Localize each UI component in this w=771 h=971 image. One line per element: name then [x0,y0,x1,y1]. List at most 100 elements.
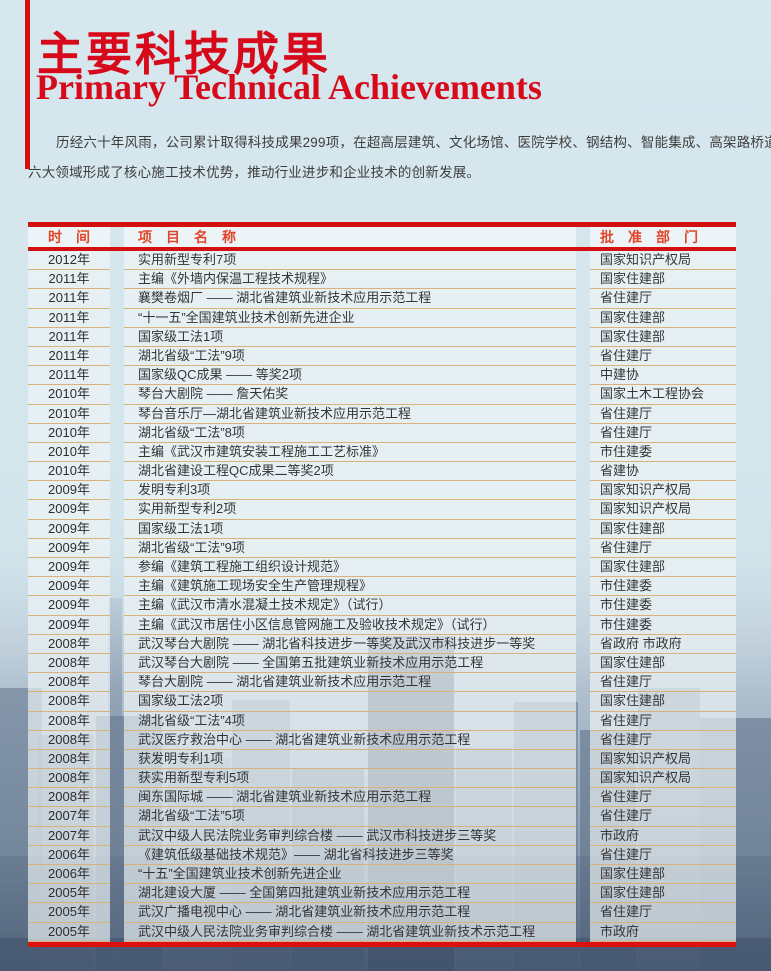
table-row: 2009年 主编《建筑施工现场安全生产管理规程》 市住建委 [28,577,736,597]
table-bottom-rule [28,941,736,947]
table-body: 2012年 实用新型专利7项 国家知识产权局 2011年 主编《外墙内保温工程技术规程》… [28,251,736,942]
table-row: 2006年 “十五”全国建筑业技术创新先进企业 国家住建部 [28,865,736,885]
dept-cell: 国家知识产权局 [590,749,736,770]
header-approving-department: 批 准 部 门 [590,227,736,247]
header-time: 时 间 [28,227,110,247]
project-cell: 国家级工法1项 [124,519,576,539]
dept-cell: 国家知识产权局 [590,251,736,271]
project-cell: “十五”全国建筑业技术创新先进企业 [124,865,576,885]
year-cell: 2008年 [28,769,110,789]
dept-cell: 省住建厅 [590,903,736,923]
table-row: 2008年 获实用新型专利5项 国家知识产权局 [28,769,736,789]
table-row: 2011年 国家级工法1项 国家住建部 [28,327,736,347]
year-cell: 2011年 [28,289,110,309]
project-cell: 琴台大剧院 —— 詹天佑奖 [124,385,576,405]
project-cell: 武汉中级人民法院业务审判综合楼 —— 湖北省建筑业新技术示范工程 [124,922,576,942]
year-cell: 2012年 [28,251,110,271]
project-cell: 琴台音乐厅—湖北省建筑业新技术应用示范工程 [124,404,576,424]
project-cell: 琴台大剧院 —— 湖北省建筑业新技术应用示范工程 [124,673,576,693]
project-cell: 参编《建筑工程施工组织设计规范》 [124,558,576,578]
project-cell: 国家级QC成果 —— 等奖2项 [124,366,576,386]
table-row: 2008年 国家级工法2项 国家住建部 [28,692,736,712]
table-row: 2009年 湖北省级“工法”9项 省住建厅 [28,538,736,558]
project-cell: 襄樊卷烟厂 —— 湖北省建筑业新技术应用示范工程 [124,289,576,309]
table-row: 2008年 获发明专利1项 国家知识产权局 [28,749,736,770]
dept-cell: 省住建厅 [590,404,736,424]
year-cell: 2011年 [28,346,110,367]
project-cell: 武汉广播电视中心 —— 湖北省建筑业新技术应用示范工程 [124,903,576,923]
table-row: 2011年 湖北省级“工法”9项 省住建厅 [28,346,736,367]
table-row: 2006年 《建筑低级基础技术规范》—— 湖北省科技进步三等奖 省住建厅 [28,845,736,865]
header-project-name: 项 目 名 称 [124,227,576,247]
year-cell: 2008年 [28,692,110,712]
project-cell: 湖北省级“工法”4项 [124,711,576,731]
table-row: 2010年 湖北省建设工程QC成果二等奖2项 省建协 [28,462,736,482]
dept-cell: 省政府 市政府 [590,634,736,654]
table-row: 2008年 闽东国际城 —— 湖北省建筑业新技术应用示范工程 省住建厅 [28,788,736,808]
project-cell: 湖北省建设工程QC成果二等奖2项 [124,462,576,482]
project-cell: 武汉琴台大剧院 —— 湖北省科技进步一等奖及武汉市科技进步一等奖 [124,634,576,654]
table-row: 2010年 琴台音乐厅—湖北省建筑业新技术应用示范工程 省住建厅 [28,404,736,424]
project-cell: 湖北省级“工法”5项 [124,807,576,827]
year-cell: 2009年 [28,519,110,539]
project-cell: 主编《武汉市清水混凝土技术规定》（试行） [124,596,576,616]
dept-cell: 市政府 [590,826,736,846]
dept-cell: 国家住建部 [590,692,736,712]
table-row: 2009年 发明专利3项 国家知识产权局 [28,481,736,501]
year-cell: 2008年 [28,653,110,674]
project-cell: 《建筑低级基础技术规范》—— 湖北省科技进步三等奖 [124,845,576,865]
dept-cell: 市政府 [590,922,736,942]
year-cell: 2009年 [28,596,110,616]
project-cell: 主编《建筑施工现场安全生产管理规程》 [124,577,576,597]
year-cell: 2011年 [28,327,110,347]
year-cell: 2011年 [28,270,110,290]
table-row: 2009年 主编《武汉市清水混凝土技术规定》（试行） 市住建委 [28,596,736,616]
year-cell: 2006年 [28,845,110,865]
table-row: 2011年 主编《外墙内保温工程技术规程》 国家住建部 [28,270,736,290]
table-row: 2008年 湖北省级“工法”4项 省住建厅 [28,711,736,731]
dept-cell: 国家知识产权局 [590,481,736,501]
year-cell: 2005年 [28,922,110,942]
table-row: 2009年 国家级工法1项 国家住建部 [28,519,736,539]
table-row: 2009年 实用新型专利2项 国家知识产权局 [28,500,736,520]
table-row: 2005年 武汉广播电视中心 —— 湖北省建筑业新技术应用示范工程 省住建厅 [28,903,736,923]
year-cell: 2010年 [28,385,110,405]
year-cell: 2008年 [28,788,110,808]
dept-cell: 国家住建部 [590,558,736,578]
dept-cell: 国家土木工程协会 [590,385,736,405]
project-cell: 获发明专利1项 [124,749,576,770]
dept-cell: 省建协 [590,462,736,482]
project-cell: 武汉琴台大剧院 —— 全国第五批建筑业新技术应用示范工程 [124,653,576,674]
year-cell: 2007年 [28,807,110,827]
dept-cell: 省住建厅 [590,673,736,693]
project-cell: 实用新型专利7项 [124,251,576,271]
dept-cell: 国家住建部 [590,884,736,904]
dept-cell: 省住建厅 [590,346,736,367]
dept-cell: 国家住建部 [590,270,736,290]
dept-cell: 省住建厅 [590,289,736,309]
table-row: 2010年 湖北省级“工法”8项 省住建厅 [28,423,736,443]
dept-cell: 省住建厅 [590,711,736,731]
year-cell: 2010年 [28,404,110,424]
table-row: 2011年 国家级QC成果 —— 等奖2项 中建协 [28,366,736,386]
dept-cell: 省住建厅 [590,807,736,827]
dept-cell: 国家住建部 [590,327,736,347]
project-cell: 实用新型专利2项 [124,500,576,520]
dept-cell: 省住建厅 [590,788,736,808]
project-cell: 国家级工法2项 [124,692,576,712]
table-row: 2008年 武汉琴台大剧院 —— 湖北省科技进步一等奖及武汉市科技进步一等奖 省政府… [28,634,736,654]
table-row: 2007年 武汉中级人民法院业务审判综合楼 —— 武汉市科技进步三等奖 市政府 [28,826,736,846]
dept-cell: 国家知识产权局 [590,769,736,789]
achievements-table: 时 间 项 目 名 称 批 准 部 门 2012年 实用新型专利7项 国家知识产权局… [28,222,736,947]
table-top-rule [28,222,736,227]
year-cell: 2005年 [28,903,110,923]
project-cell: 武汉医疗救治中心 —— 湖北省建筑业新技术应用示范工程 [124,730,576,750]
table-row: 2010年 主编《武汉市建筑安装工程施工工艺标准》 市住建委 [28,442,736,463]
table-row: 2008年 武汉医疗救治中心 —— 湖北省建筑业新技术应用示范工程 省住建厅 [28,730,736,750]
dept-cell: 省住建厅 [590,423,736,443]
page-title-cn: 主要科技成果 [37,28,331,80]
dept-cell: 国家住建部 [590,865,736,885]
year-cell: 2008年 [28,730,110,750]
intro-line-1: 历经六十年风雨，公司累计取得科技成果299项，在超高层建筑、文化场馆、医院学校、… [56,135,771,150]
table-row: 2009年 主编《武汉市居住小区信息管网施工及验收技术规定》（试行） 市住建委 [28,615,736,635]
